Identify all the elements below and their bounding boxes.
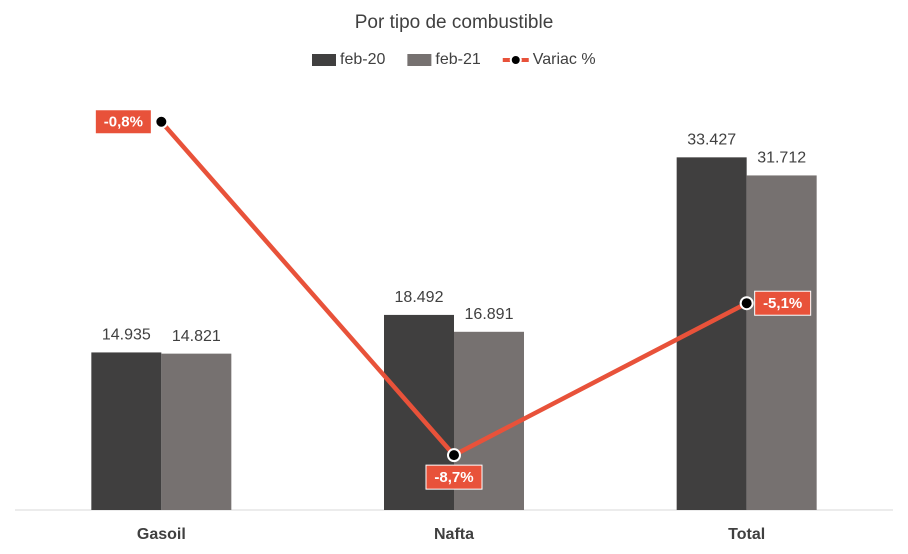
legend-label: feb-21: [435, 51, 480, 68]
line-marker: [447, 448, 461, 463]
bar-value-label: 33.427: [687, 132, 736, 149]
bar: [161, 353, 232, 510]
line-marker: [154, 114, 169, 129]
line-value-label: -8,7%: [434, 469, 473, 486]
legend-swatch: [407, 54, 432, 66]
line-label-box: [94, 109, 152, 135]
line-label-box: [754, 290, 812, 316]
bar-value-label: 31.712: [757, 150, 806, 167]
bar: [746, 175, 817, 510]
bar-value-label: 18.492: [395, 289, 444, 306]
legend-swatch: [312, 54, 336, 66]
bar: [91, 352, 162, 510]
line-marker: [739, 296, 754, 311]
line-value-label: -5,1%: [763, 295, 802, 312]
bar-value-label: 16.891: [465, 306, 514, 323]
legend-label: feb-20: [340, 51, 385, 68]
legend-label: Variac %: [533, 51, 596, 68]
chart-title: Por tipo de combustible: [355, 12, 554, 33]
bar-value-label: 14.821: [172, 328, 221, 345]
x-tick-label: Total: [728, 526, 765, 543]
x-tick-label: Gasoil: [137, 526, 186, 543]
bar-value-label: 14.935: [102, 327, 151, 344]
line-label-box: [425, 464, 483, 490]
legend-swatch-marker: [509, 54, 522, 66]
line-value-label: -0,8%: [104, 114, 143, 131]
x-tick-label: Nafta: [434, 526, 474, 543]
